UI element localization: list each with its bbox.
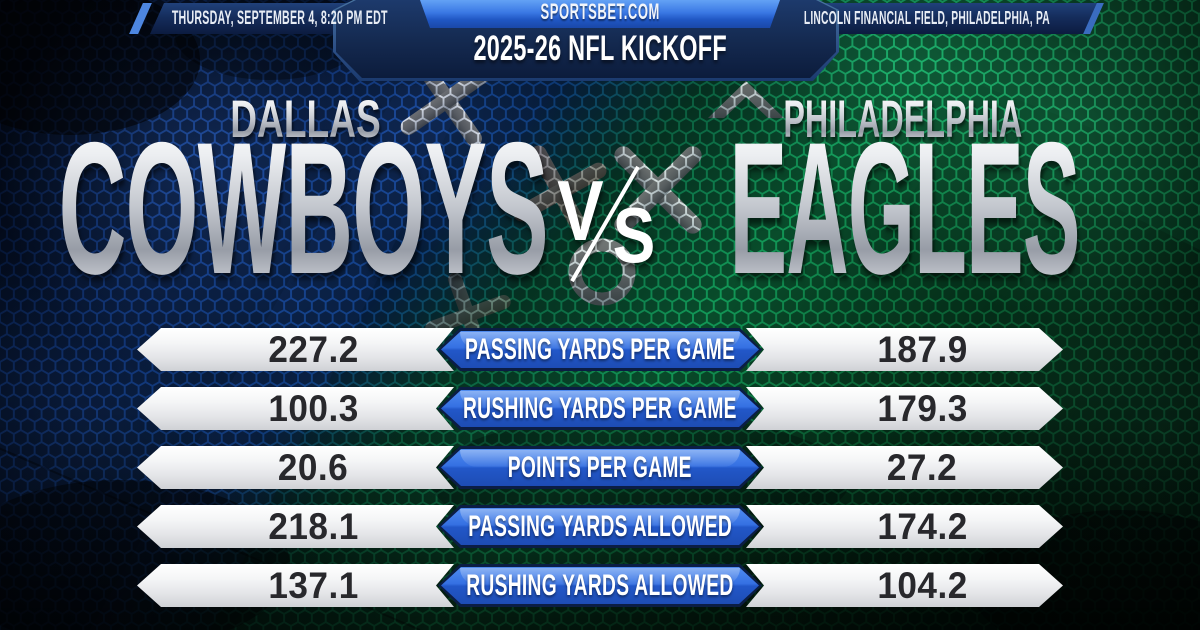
stat-label-banner: POINTS PER GAME (438, 446, 762, 489)
stat-label: RUSHING YARDS ALLOWED (466, 568, 734, 602)
stat-row: 20.6 POINTS PER GAME 27.2 (137, 446, 1063, 489)
home-value-bar: 187.9 (746, 328, 1063, 371)
home-team-name: EAGLES (729, 103, 1081, 313)
home-value-bar: 104.2 (746, 564, 1063, 607)
home-value-bar: 179.3 (746, 387, 1063, 430)
stat-label: PASSING YARDS PER GAME (464, 332, 736, 366)
stat-label: POINTS PER GAME (507, 450, 693, 484)
away-value-bar: 100.3 (137, 387, 454, 430)
sportsbet-banner (420, 0, 780, 28)
home-city: PHILADELPHIA (703, 93, 1103, 146)
site-name: SPORTSBET.COM (540, 0, 660, 24)
stat-label: RUSHING YARDS PER GAME (463, 391, 737, 425)
away-team-name: COWBOYS (58, 103, 548, 313)
stat-row: 227.2 PASSING YARDS PER GAME 187.9 (137, 328, 1063, 371)
home-value: 179.3 (877, 388, 968, 429)
away-value: 218.1 (268, 506, 359, 547)
vs-separator: S (612, 191, 656, 279)
stat-row: 100.3 RUSHING YARDS PER GAME 179.3 (137, 387, 1063, 430)
away-city: DALLAS (105, 93, 505, 146)
stat-row: 137.1 RUSHING YARDS ALLOWED 104.2 (137, 564, 1063, 607)
home-value: 27.2 (887, 447, 958, 488)
home-value-bar: 174.2 (746, 505, 1063, 548)
away-value-bar: 20.6 (137, 446, 454, 489)
stat-label: PASSING YARDS ALLOWED (468, 509, 732, 543)
home-value: 104.2 (877, 565, 968, 606)
stat-label-banner: RUSHING YARDS ALLOWED (438, 564, 762, 607)
away-value-bar: 137.1 (137, 564, 454, 607)
away-value: 227.2 (268, 329, 359, 370)
away-value: 20.6 (278, 447, 349, 488)
home-value: 187.9 (877, 329, 968, 370)
home-value-bar: 27.2 (746, 446, 1063, 489)
stat-label-banner: PASSING YARDS ALLOWED (438, 505, 762, 548)
stat-label-banner: RUSHING YARDS PER GAME (438, 387, 762, 430)
away-value: 137.1 (268, 565, 359, 606)
event-title: 2025-26 NFL KICKOFF (473, 29, 727, 68)
away-value-bar: 227.2 (137, 328, 454, 371)
header-right-ribbon (800, 3, 1098, 34)
venue: LINCOLN FINANCIAL FIELD, PHILADELPHIA, P… (803, 8, 1051, 28)
stat-label-banner: PASSING YARDS PER GAME (438, 328, 762, 371)
away-value-bar: 218.1 (137, 505, 454, 548)
home-value: 174.2 (877, 506, 968, 547)
event-datetime: THURSDAY, SEPTEMBER 4, 8:20 PM EDT (172, 8, 388, 29)
away-value: 100.3 (268, 388, 359, 429)
stat-row: 218.1 PASSING YARDS ALLOWED 174.2 (137, 505, 1063, 548)
